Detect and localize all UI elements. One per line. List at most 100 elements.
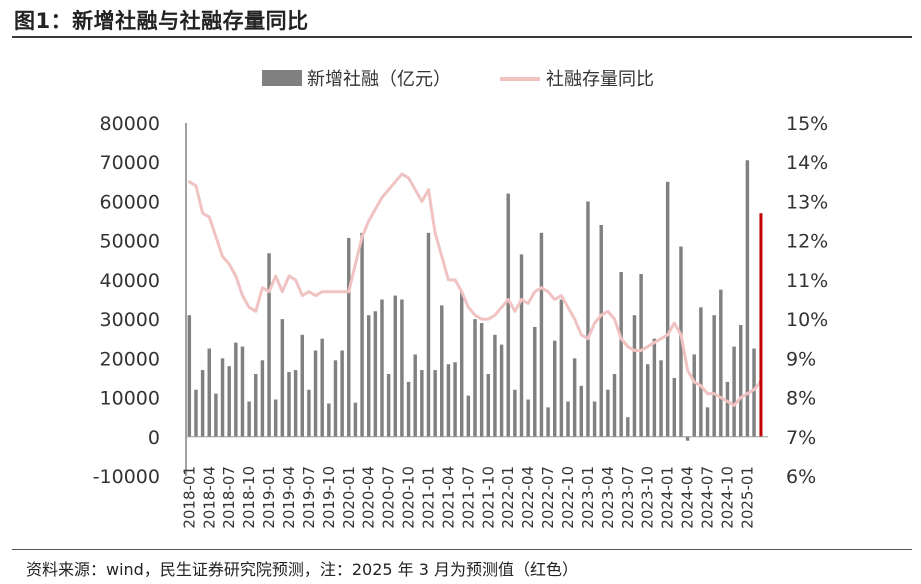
- bar: [234, 342, 238, 437]
- x-tick-label: 2020-01: [340, 466, 358, 529]
- x-tick-label: 2019-07: [300, 466, 318, 529]
- left-y-tick-label: 70000: [100, 152, 160, 174]
- figure-title: 图1：新增社融与社融存量同比: [14, 9, 309, 33]
- bar: [685, 436, 690, 441]
- x-tick-label: 2024-01: [659, 466, 677, 529]
- right-y-tick-label: 10%: [786, 309, 828, 331]
- bar: [639, 274, 643, 437]
- left-y-tick-label: 50000: [100, 231, 160, 253]
- bar: [340, 350, 344, 437]
- forecast-bar: [759, 213, 763, 437]
- right-y-tick-label: 13%: [786, 191, 828, 213]
- x-tick-label: 2021-07: [459, 466, 477, 529]
- bar: [519, 254, 524, 437]
- bar: [293, 370, 298, 437]
- bar: [280, 319, 285, 437]
- x-tick-label: 2021-04: [439, 466, 457, 529]
- right-y-tick-label: 12%: [786, 231, 828, 253]
- bar: [459, 291, 464, 437]
- bar: [373, 311, 378, 437]
- right-y-tick-label: 9%: [786, 348, 816, 370]
- bar: [752, 348, 756, 437]
- x-tick-label: 2023-07: [619, 466, 637, 529]
- bar: [200, 370, 205, 437]
- bar: [579, 385, 584, 437]
- bar: [267, 253, 271, 437]
- bar: [672, 377, 677, 437]
- bar: [526, 399, 530, 437]
- bar: [227, 366, 231, 437]
- x-tick-label: 2019-10: [320, 466, 338, 529]
- bar: [473, 319, 477, 437]
- bar: [400, 299, 404, 437]
- x-tick-label: 2020-07: [380, 466, 398, 529]
- line-path: [187, 172, 763, 407]
- bar: [393, 295, 398, 437]
- x-tick-label: 2021-01: [420, 466, 438, 529]
- bar: [240, 346, 245, 437]
- source-note: 资料来源：wind，民生证券研究院预测，注：2025 年 3 月为预测值（红色）: [26, 560, 578, 579]
- bar: [739, 324, 743, 437]
- bar: [466, 395, 471, 437]
- left-y-tick-label: 20000: [100, 348, 160, 370]
- bar: [599, 224, 603, 437]
- bar: [513, 389, 517, 437]
- bar: [712, 315, 716, 437]
- title-rule: [12, 36, 912, 38]
- bar: [433, 370, 437, 437]
- x-tick-label: 2023-01: [579, 466, 597, 529]
- bar: [453, 362, 457, 437]
- bar: [665, 181, 670, 437]
- left-y-tick-label: 0: [148, 427, 160, 449]
- x-tick-label: 2024-04: [679, 466, 697, 529]
- right-y-tick-label: 14%: [786, 152, 828, 174]
- left-y-tick-label: 10000: [100, 388, 160, 410]
- bar: [506, 193, 510, 437]
- bar: [646, 364, 650, 437]
- bar: [260, 360, 265, 437]
- bar: [420, 370, 424, 437]
- x-tick-label: 2020-10: [400, 466, 418, 529]
- bar: [426, 232, 431, 437]
- bar: [247, 401, 251, 437]
- bar: [353, 402, 358, 437]
- right-y-tick-label: 11%: [786, 270, 828, 292]
- bar: [313, 350, 318, 437]
- bar: [300, 334, 304, 437]
- bar: [307, 389, 311, 437]
- bar: [493, 334, 497, 437]
- bar: [632, 315, 637, 437]
- bar: [592, 401, 597, 437]
- right-y-tick-label: 7%: [786, 427, 816, 449]
- bar: [214, 393, 218, 437]
- bar: [566, 401, 570, 437]
- bar: [546, 407, 550, 437]
- bar: [745, 160, 750, 437]
- x-tick-label: 2021-10: [479, 466, 497, 529]
- chart-axes: [185, 123, 768, 476]
- bar: [619, 272, 623, 437]
- right-y-tick-label: 6%: [786, 466, 816, 488]
- bar: [559, 299, 564, 437]
- bar-series: [187, 160, 756, 441]
- bar: [692, 354, 696, 437]
- x-tick-label: 2024-10: [719, 466, 737, 529]
- x-tick-label: 2018-04: [200, 466, 218, 529]
- bar: [347, 237, 351, 437]
- left-y-tick-label: 40000: [100, 270, 160, 292]
- x-tick-label: 2019-01: [260, 466, 278, 529]
- bar: [725, 381, 730, 437]
- bar: [612, 374, 617, 437]
- bar: [732, 346, 736, 437]
- bar: [380, 299, 384, 437]
- bar: [440, 305, 444, 437]
- x-tick-label: 2019-04: [280, 466, 298, 529]
- left-y-tick-label: 60000: [100, 191, 160, 213]
- bar: [333, 360, 338, 437]
- x-tick-label: 2018-07: [220, 466, 238, 529]
- bar: [652, 338, 657, 437]
- bar: [486, 374, 491, 437]
- bar: [406, 381, 411, 437]
- legend-label: 社融存量同比: [546, 69, 654, 90]
- x-tick-label: 2018-10: [240, 466, 258, 529]
